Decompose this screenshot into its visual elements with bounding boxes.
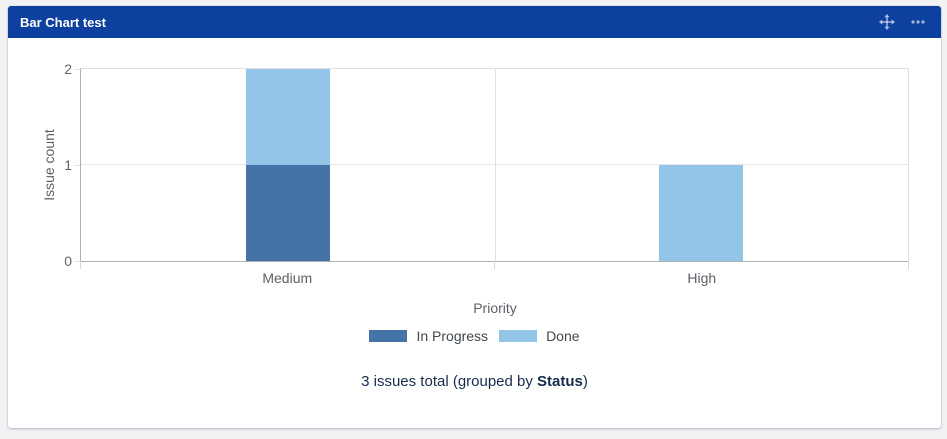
legend-label: In Progress <box>416 328 489 344</box>
bar-segment-done-medium[interactable] <box>245 69 330 165</box>
dashboard-gadget: Bar Chart test <box>8 6 941 428</box>
legend-swatch <box>499 330 538 342</box>
x-axis-title: Priority <box>473 300 517 316</box>
gadget-header[interactable]: Bar Chart test <box>8 6 941 38</box>
move-icon[interactable] <box>878 13 896 31</box>
legend-item-done[interactable]: Done <box>499 328 580 344</box>
legend-swatch <box>369 330 408 342</box>
chart-legend: In Progress Done <box>8 328 941 344</box>
bar-segment-in-progress-medium[interactable] <box>245 165 330 261</box>
chart-summary: 3 issues total (grouped by Status) <box>8 373 941 390</box>
plot-area <box>80 68 909 262</box>
legend-label: Done <box>546 328 580 344</box>
summary-prefix: 3 issues total (grouped by <box>361 373 538 390</box>
x-axis-tick <box>494 261 495 269</box>
y-axis-tick <box>74 69 80 70</box>
x-axis-tick <box>908 261 909 269</box>
legend-item-in-progress[interactable]: In Progress <box>369 328 488 344</box>
gadget-header-actions <box>878 13 927 31</box>
bar-segment-done-high[interactable] <box>659 165 744 261</box>
gadget-title: Bar Chart test <box>20 14 106 30</box>
more-options-icon[interactable] <box>909 13 927 31</box>
summary-group-by: Status <box>537 373 583 390</box>
y-axis-tick <box>74 261 80 262</box>
y-axis-tick-label: 2 <box>64 61 72 77</box>
x-axis-category-label: Medium <box>262 270 313 286</box>
x-axis-tick <box>80 261 81 269</box>
y-axis-tick-label: 0 <box>64 253 72 269</box>
gridline-vertical <box>494 69 496 261</box>
y-axis-tick-label: 1 <box>64 157 72 173</box>
gadget-body: Issue count Priority In Progress Done 3 i… <box>8 38 941 428</box>
x-axis-category-label: High <box>687 270 717 286</box>
y-axis-tick <box>74 165 80 166</box>
summary-suffix: ) <box>582 373 588 390</box>
